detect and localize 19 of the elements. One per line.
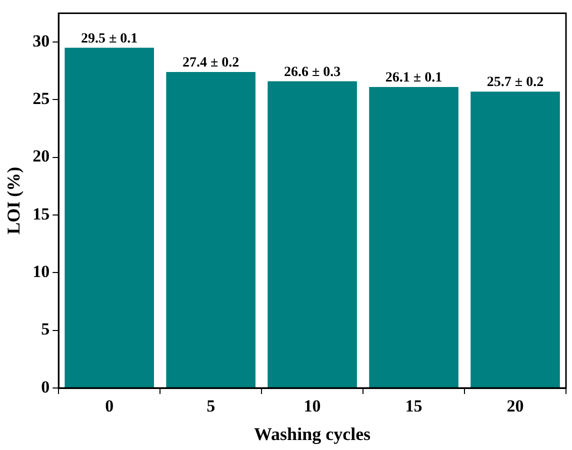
x-tick-label: 10 (304, 396, 321, 416)
y-tick-label: 30 (32, 31, 50, 50)
x-tick-label: 0 (105, 396, 114, 416)
y-tick-label: 20 (32, 146, 50, 166)
y-tick-label: 5 (41, 320, 50, 339)
x-tick-label: 20 (506, 396, 524, 416)
data-label: 27.4 ± 0.2 (182, 56, 240, 71)
x-tick-label: 5 (206, 396, 216, 416)
data-label: 26.6 ± 0.3 (284, 64, 341, 80)
y-tick-label: 25 (32, 89, 50, 108)
y-tick-label: 10 (32, 262, 50, 282)
x-tick-label: 15 (405, 396, 422, 416)
y-tick-label: 15 (32, 204, 50, 224)
data-label: 25.7 ± 0.2 (486, 75, 544, 90)
data-label: 26.1 ± 0.1 (385, 70, 442, 86)
y-axis-title: LOI (%) (3, 166, 24, 234)
data-label: 29.5 ± 0.1 (80, 31, 138, 46)
x-axis-title: Washing cycles (254, 424, 371, 444)
y-tick-label: 0 (41, 377, 50, 396)
